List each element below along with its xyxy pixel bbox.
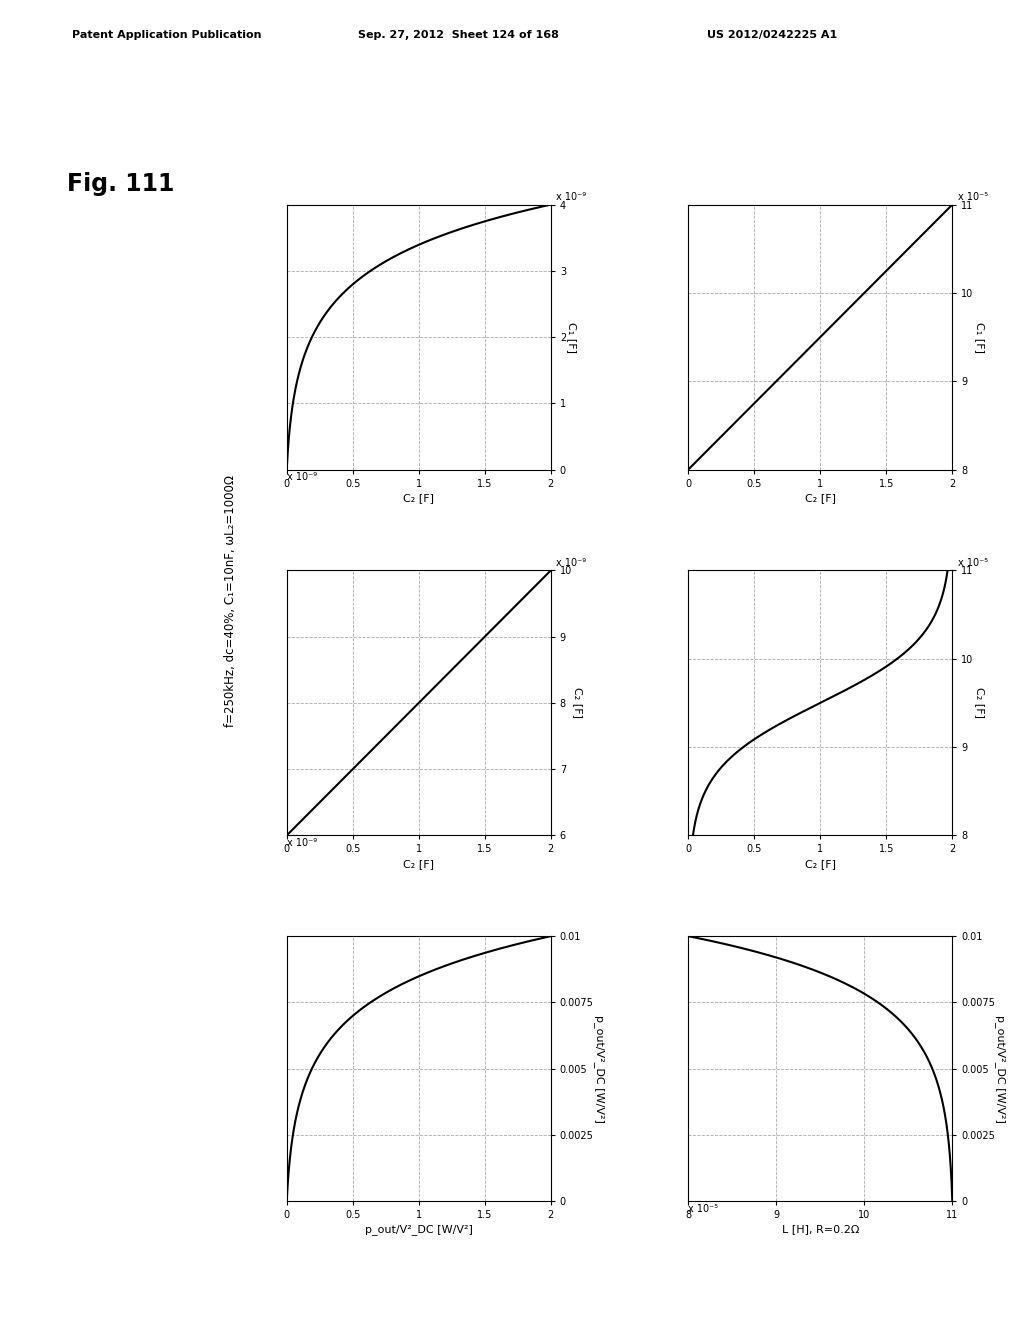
- Text: x 10⁻⁹: x 10⁻⁹: [556, 558, 587, 568]
- Text: Fig. 111: Fig. 111: [67, 173, 174, 197]
- X-axis label: p_out/V²_DC [W/V²]: p_out/V²_DC [W/V²]: [365, 1225, 473, 1236]
- Text: x 10⁻⁹: x 10⁻⁹: [287, 473, 316, 482]
- Text: x 10⁻⁹: x 10⁻⁹: [287, 838, 316, 847]
- Y-axis label: p_out/V²_DC [W/V²]: p_out/V²_DC [W/V²]: [995, 1015, 1007, 1122]
- Text: US 2012/0242225 A1: US 2012/0242225 A1: [707, 30, 837, 41]
- Text: Patent Application Publication: Patent Application Publication: [72, 30, 261, 41]
- Y-axis label: C₂ [F]: C₂ [F]: [573, 688, 584, 718]
- Y-axis label: C₂ [F]: C₂ [F]: [975, 688, 985, 718]
- X-axis label: C₂ [F]: C₂ [F]: [805, 492, 836, 503]
- X-axis label: C₂ [F]: C₂ [F]: [403, 858, 434, 869]
- Text: f=250kHz, dc=40%, C₁=10nF, ωL₂=1000Ω: f=250kHz, dc=40%, C₁=10nF, ωL₂=1000Ω: [224, 475, 237, 726]
- X-axis label: C₂ [F]: C₂ [F]: [805, 858, 836, 869]
- Text: Sep. 27, 2012  Sheet 124 of 168: Sep. 27, 2012 Sheet 124 of 168: [358, 30, 559, 41]
- Text: x 10⁻⁵: x 10⁻⁵: [957, 558, 988, 568]
- Text: x 10⁻⁵: x 10⁻⁵: [688, 1204, 718, 1214]
- Y-axis label: C₁ [F]: C₁ [F]: [975, 322, 985, 352]
- Text: x 10⁻⁵: x 10⁻⁵: [957, 191, 988, 202]
- Y-axis label: C₁ [F]: C₁ [F]: [567, 322, 578, 352]
- Y-axis label: p_out/V²_DC [W/V²]: p_out/V²_DC [W/V²]: [594, 1015, 605, 1122]
- Text: x 10⁻⁹: x 10⁻⁹: [556, 191, 587, 202]
- X-axis label: L [H], R=0.2Ω: L [H], R=0.2Ω: [781, 1225, 859, 1234]
- X-axis label: C₂ [F]: C₂ [F]: [403, 492, 434, 503]
